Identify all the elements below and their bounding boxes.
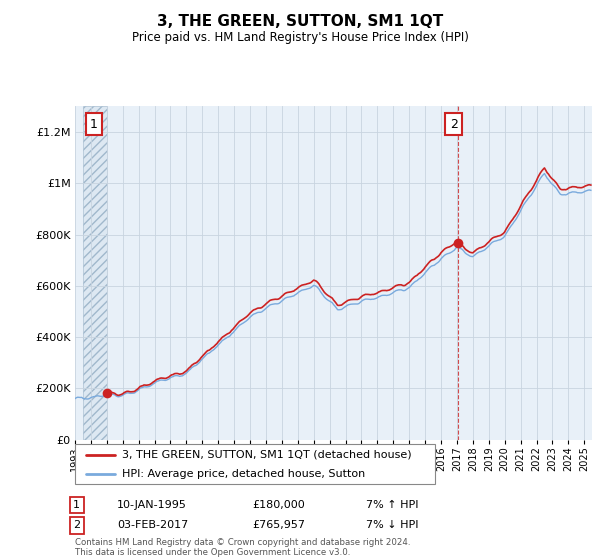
Text: Price paid vs. HM Land Registry's House Price Index (HPI): Price paid vs. HM Land Registry's House … — [131, 31, 469, 44]
Text: £765,957: £765,957 — [252, 520, 305, 530]
Text: 7% ↓ HPI: 7% ↓ HPI — [366, 520, 419, 530]
Text: 1: 1 — [90, 118, 98, 131]
Bar — [83, 106, 107, 440]
Text: HPI: Average price, detached house, Sutton: HPI: Average price, detached house, Sutt… — [122, 469, 365, 478]
Text: 10-JAN-1995: 10-JAN-1995 — [117, 500, 187, 510]
Text: 3, THE GREEN, SUTTON, SM1 1QT (detached house): 3, THE GREEN, SUTTON, SM1 1QT (detached … — [122, 450, 412, 460]
Text: 7% ↑ HPI: 7% ↑ HPI — [366, 500, 419, 510]
Text: 2: 2 — [450, 118, 458, 131]
Text: Contains HM Land Registry data © Crown copyright and database right 2024.
This d: Contains HM Land Registry data © Crown c… — [75, 538, 410, 557]
Text: 1: 1 — [73, 500, 80, 510]
Text: 03-FEB-2017: 03-FEB-2017 — [117, 520, 188, 530]
Text: £180,000: £180,000 — [252, 500, 305, 510]
Text: 3, THE GREEN, SUTTON, SM1 1QT: 3, THE GREEN, SUTTON, SM1 1QT — [157, 14, 443, 29]
Text: 2: 2 — [73, 520, 80, 530]
